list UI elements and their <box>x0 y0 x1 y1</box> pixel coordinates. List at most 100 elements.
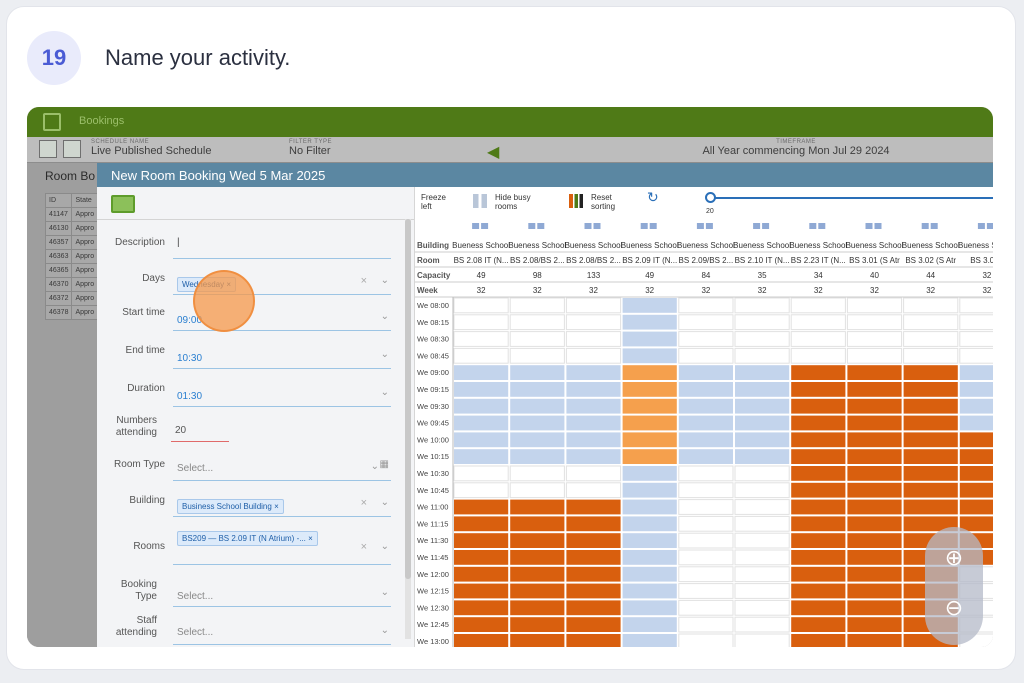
building-chip[interactable]: Business School Building × <box>177 499 284 514</box>
header-cell-room: BS 3.02 (S Atr <box>905 256 956 265</box>
room-type-select[interactable]: Select... <box>177 463 214 474</box>
table-cell: Appro <box>71 207 99 222</box>
slider-value: 20 <box>706 208 714 215</box>
table-row[interactable]: 46130 Appro <box>44 221 99 236</box>
zoom-in-icon[interactable]: ⊕ <box>944 545 964 570</box>
chevron-down-icon[interactable]: ⌄ <box>380 275 389 286</box>
timeframe-field[interactable]: TIMEFRAME All Year commencing Mon Jul 29 … <box>702 139 890 157</box>
booking-type-select[interactable]: Select... <box>177 591 214 602</box>
back-arrow-icon[interactable]: ◀ <box>487 144 500 161</box>
grid-cell <box>903 297 959 314</box>
chevron-down-icon[interactable]: ⌄ <box>380 625 389 636</box>
grid-cell <box>566 449 621 464</box>
duration-value[interactable]: 01:30 <box>177 391 203 402</box>
description-row[interactable]: Description | <box>97 229 397 259</box>
grid-cell <box>678 365 733 380</box>
freeze-left-button[interactable]: Freeze left <box>421 193 446 211</box>
grid-cell <box>847 382 902 397</box>
chevron-down-icon[interactable]: ⌄ <box>370 461 379 472</box>
grid-cell <box>847 398 902 414</box>
chevron-down-icon[interactable]: ⌄ <box>380 497 389 508</box>
end-time-value[interactable]: 10:30 <box>177 353 203 364</box>
search-icon[interactable] <box>63 140 81 158</box>
chevron-down-icon[interactable]: ⌄ <box>380 541 389 552</box>
numbers-input[interactable]: 20 <box>175 425 187 436</box>
staff-row[interactable]: Staff attending Select... ⌄ <box>97 615 397 645</box>
grid-cell <box>510 432 565 448</box>
grid-cell <box>622 348 677 364</box>
grid-cell <box>734 583 790 599</box>
dialog-title: New Room Booking Wed 5 Mar 2025 <box>97 163 993 187</box>
duration-row[interactable]: Duration 01:30 ⌄ <box>97 377 397 407</box>
start-time-row[interactable]: Start time 09:00 ⌄ <box>97 301 397 331</box>
header-row-label: Week <box>417 286 438 295</box>
filter-field[interactable]: FILTER TYPE No Filter <box>289 139 332 157</box>
table-row[interactable]: 46357 Appro <box>44 235 99 250</box>
start-time-value[interactable]: 09:00 <box>177 315 203 326</box>
column-icon <box>640 223 648 229</box>
table-row[interactable]: 46378 Appro <box>44 305 99 320</box>
header-cell-week: 32 <box>645 286 654 295</box>
header-cell-room: BS 2.09/BS 2... <box>679 256 734 265</box>
numbers-row[interactable]: Numbers attending 20 <box>97 413 397 443</box>
table-row[interactable]: 46363 Appro <box>44 249 99 264</box>
chevron-down-icon[interactable]: ⌄ <box>380 587 389 598</box>
table-row[interactable]: 41147 Appro <box>44 207 99 222</box>
rooms-row: Rooms BS209 — BS 2.09 IT (N Atrium) -...… <box>97 525 397 565</box>
column-icon <box>593 223 601 229</box>
rooms-chip[interactable]: BS209 — BS 2.09 IT (N Atrium) -... × <box>177 531 318 546</box>
grid-cell <box>678 415 733 431</box>
column-icon <box>472 223 480 229</box>
staff-select[interactable]: Select... <box>177 627 214 638</box>
table-cell: Appro <box>71 263 99 278</box>
grid-cell <box>678 515 734 532</box>
clear-icon[interactable]: × <box>360 497 367 509</box>
chevron-down-icon[interactable]: ⌄ <box>380 387 389 398</box>
header-cell-building: Bueness School <box>677 241 735 250</box>
grid-cell <box>903 314 959 331</box>
table-row[interactable]: 46365 Appro <box>44 263 99 278</box>
chevron-down-icon[interactable]: ⌄ <box>380 311 389 322</box>
form-scrollbar[interactable] <box>405 219 411 639</box>
grid-cell <box>959 398 993 414</box>
grid-cell <box>847 466 902 481</box>
grid-cell <box>453 314 509 331</box>
header-cell-capacity: 44 <box>926 271 935 280</box>
header-cell-capacity: 34 <box>814 271 823 280</box>
grid-cell <box>566 583 621 599</box>
grid-cell <box>791 365 846 380</box>
grid-cell <box>454 550 509 565</box>
table-row[interactable]: 46370 Appro <box>44 277 99 292</box>
table-header[interactable]: ID <box>44 193 73 208</box>
grid-cell <box>565 297 622 314</box>
room-type-label: Room Type <box>114 459 165 470</box>
header-cell-capacity: 133 <box>587 271 601 280</box>
zoom-out-icon[interactable]: ⊖ <box>944 595 964 620</box>
clear-icon[interactable]: × <box>360 541 367 553</box>
end-time-row[interactable]: End time 10:30 ⌄ <box>97 339 397 369</box>
schedule-field[interactable]: SCHEDULE NAME Live Published Schedule <box>91 139 212 157</box>
chevron-down-icon[interactable]: ⌄ <box>380 349 389 360</box>
zoom-slider-handle[interactable] <box>705 192 716 203</box>
app-header: Bookings <box>27 107 993 137</box>
calendar-icon[interactable] <box>111 195 135 213</box>
description-input[interactable]: | <box>177 237 180 248</box>
reset-sorting-button[interactable]: Reset sorting <box>569 193 631 211</box>
hide-busy-rooms-button[interactable]: Hide busy rooms <box>473 193 535 211</box>
table-header[interactable]: State <box>71 193 99 208</box>
grid-cell <box>509 314 565 331</box>
grid-cell <box>566 600 621 616</box>
time-label: We 10:00 <box>417 435 449 444</box>
room-type-row[interactable]: Room Type Select... ⌄ ▦ <box>97 451 397 481</box>
clear-icon[interactable]: × <box>360 275 367 287</box>
calendar-add-icon[interactable] <box>39 140 57 158</box>
booking-type-row[interactable]: Booking Type Select... ⌄ <box>97 577 397 607</box>
grid-cell <box>454 583 509 599</box>
header-row-label: Building <box>417 241 449 250</box>
zoom-slider-track[interactable] <box>711 197 993 199</box>
table-row[interactable]: 46372 Appro <box>44 291 99 306</box>
grid-cell <box>622 516 677 532</box>
refresh-icon[interactable]: ↻ <box>647 189 659 205</box>
grid-icon[interactable]: ▦ <box>379 459 389 470</box>
